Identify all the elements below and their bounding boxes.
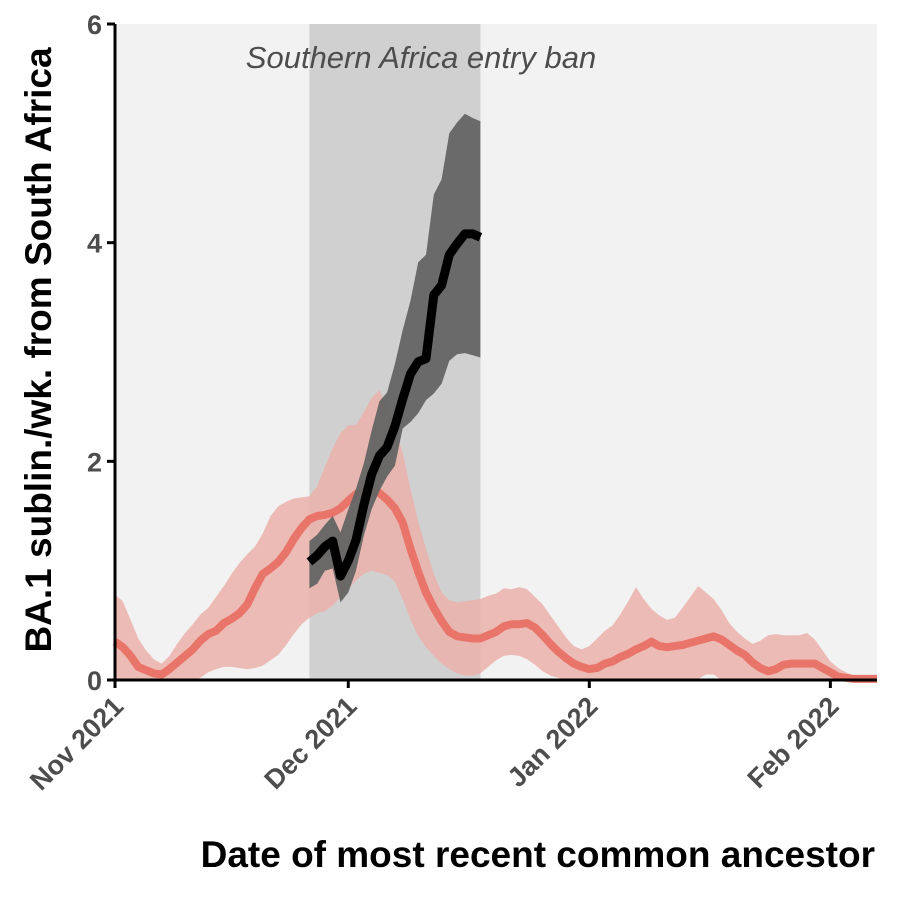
y-tick-label: 0 xyxy=(87,666,102,696)
red-series-line xyxy=(112,485,877,683)
y-tick-label: 4 xyxy=(87,229,102,259)
y-axis-title: BA.1 sublin./wk. from South Africa xyxy=(18,47,59,653)
y-axis-ticks: 0 2 4 6 xyxy=(87,10,115,696)
y-tick-label: 6 xyxy=(87,10,102,40)
entry-ban-annotation: Southern Africa entry ban xyxy=(246,40,596,75)
x-axis-ticks: Nov 2021 Dec 2021 Jan 2022 Feb 2022 xyxy=(24,680,845,796)
red-series-confidence-ribbon xyxy=(115,390,877,680)
y-tick-label: 2 xyxy=(87,447,102,477)
x-tick-label: Feb 2022 xyxy=(742,691,845,794)
black-series-line xyxy=(306,229,483,581)
x-tick-label: Jan 2022 xyxy=(502,691,604,793)
black-series-confidence-ribbon xyxy=(309,113,481,603)
x-axis-title: Date of most recent common ancestor xyxy=(201,834,875,875)
x-tick-label: Dec 2021 xyxy=(258,691,362,795)
x-tick-label: Nov 2021 xyxy=(24,691,129,796)
